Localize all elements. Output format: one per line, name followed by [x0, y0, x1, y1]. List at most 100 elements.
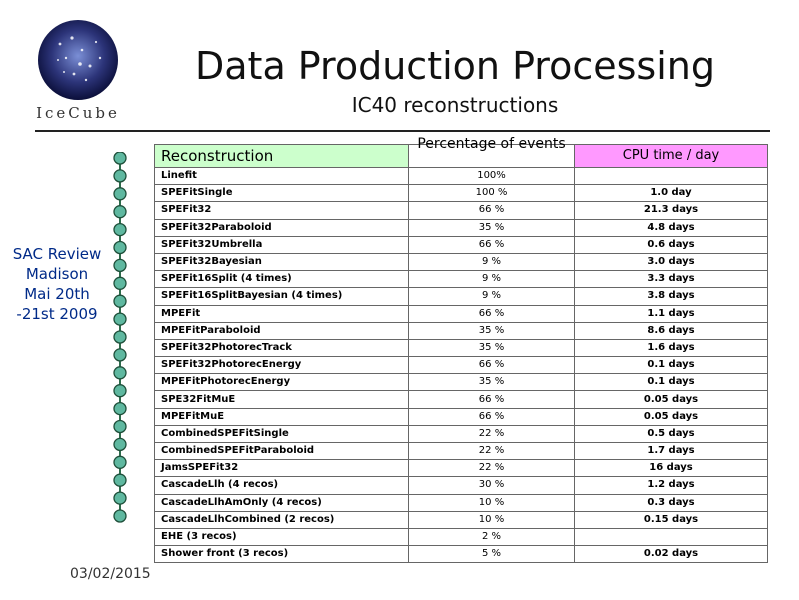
table-row: SPEFit16Split (4 times) 9 % 3.3 days [154, 270, 768, 289]
cpu-time-cell: 1.7 days [574, 441, 768, 461]
side-note-line: SAC Review [12, 245, 102, 263]
table-row: SPEFit32Umbrella 66 % 0.6 days [154, 235, 768, 254]
cpu-time-cell: 0.1 days [574, 356, 768, 375]
percentage-cell: 66 % [408, 304, 575, 323]
percentage-cell: 9 % [408, 270, 575, 289]
percentage-cell: 66 % [408, 356, 575, 375]
cpu-time-cell: 0.1 days [574, 373, 768, 392]
reconstruction-name-cell: MPEFit [154, 304, 409, 323]
percentage-cell: 2 % [408, 527, 575, 547]
percentage-cell: 66 % [408, 407, 575, 426]
percentage-cell: 10 % [408, 493, 575, 512]
percentage-cell: 35 % [408, 218, 575, 237]
table-row: SPEFit32PhotorecEnergy 66 % 0.1 days [154, 356, 768, 375]
cpu-time-cell: 8.6 days [574, 321, 768, 340]
reconstruction-name-cell: MPEFitMuE [154, 407, 409, 426]
page-subtitle: IC40 reconstructions [351, 93, 559, 117]
percentage-cell: 5 % [408, 545, 575, 564]
reconstruction-name-cell: JamsSPEFit32 [154, 459, 409, 478]
table-row: JamsSPEFit32 22 % 16 days [154, 459, 768, 478]
percentage-cell: 66 % [408, 390, 575, 409]
reconstruction-name-cell: MPEFitPhotorecEnergy [154, 373, 409, 392]
percentage-cell: 30 % [408, 476, 575, 495]
icecube-logo: IceCube [30, 14, 126, 124]
percentage-cell: 9 % [408, 252, 575, 272]
reconstruction-name-cell: SPEFitSingle [154, 184, 409, 203]
chain-bead [113, 509, 127, 523]
cpu-time-cell: 0.6 days [574, 235, 768, 254]
cpu-time-cell [574, 166, 768, 186]
table-row: MPEFitPhotorecEnergy 35 % 0.1 days [154, 373, 768, 392]
chain-bead [113, 348, 127, 362]
cpu-time-cell: 1.2 days [574, 476, 768, 495]
percentage-cell: 100% [408, 166, 575, 186]
chain-bead [113, 276, 127, 290]
chain-bead [113, 437, 127, 452]
reconstruction-name-cell: CascadeLlhCombined (2 recos) [154, 510, 409, 529]
cpu-time-cell: 1.6 days [574, 338, 768, 358]
percentage-cell: 35 % [408, 338, 575, 358]
reconstruction-name-cell: SPEFit32Bayesian [154, 252, 409, 272]
cpu-time-cell: 3.8 days [574, 287, 768, 306]
side-note-line: Madison [25, 265, 89, 283]
column-header-reconstruction: Reconstruction [154, 144, 409, 168]
table-row: SPEFit16SplitBayesian (4 times) 9 % 3.8 da… [154, 287, 768, 306]
percentage-cell: 100 % [408, 184, 575, 203]
table-row: Shower front (3 recos) 5 % 0.02 days [154, 545, 768, 564]
chain-bead [113, 187, 127, 201]
logo-text: IceCube [36, 104, 120, 122]
side-note-line: -21st 2009 [16, 305, 98, 323]
chain-bead [113, 366, 127, 380]
chain-bead [113, 455, 127, 469]
table-row: SPEFit32Paraboloid 35 % 4.8 days [154, 218, 768, 237]
chain-bead [113, 473, 127, 487]
cpu-time-cell: 16 days [574, 459, 768, 478]
reconstruction-name-cell: MPEFitParaboloid [154, 321, 409, 340]
table-row: SPEFitSingle 100 % 1.0 day [154, 184, 768, 203]
reconstruction-name-cell: SPEFit32Umbrella [154, 235, 409, 254]
chain-bead [113, 491, 127, 505]
chain-bead [113, 401, 127, 416]
table-row: MPEFitParaboloid 35 % 8.6 days [154, 321, 768, 340]
chain-bead [113, 205, 127, 219]
table-row: CombinedSPEFitParaboloid 22 % 1.7 days [154, 441, 768, 461]
table-header-row: Reconstruction Percentage of events CPU … [154, 137, 768, 168]
percentage-cell: 22 % [408, 459, 575, 478]
reconstruction-name-cell: CombinedSPEFitParaboloid [154, 441, 409, 461]
reconstruction-name-cell: SPEFit16Split (4 times) [154, 270, 409, 289]
chain-bead [113, 384, 127, 398]
chain-bead [113, 240, 127, 255]
chain-bead [113, 169, 127, 183]
reconstruction-name-cell: SPEFit32 [154, 201, 409, 220]
chain-bead [113, 258, 127, 273]
reconstruction-name-cell: CombinedSPEFitSingle [154, 424, 409, 444]
reconstruction-table: Reconstruction Percentage of events CPU … [154, 137, 768, 564]
cpu-time-cell: 1.1 days [574, 304, 768, 323]
cpu-time-cell: 0.05 days [574, 407, 768, 426]
percentage-cell: 22 % [408, 424, 575, 444]
column-header-percentage: Percentage of events [408, 137, 575, 168]
reconstruction-name-cell: SPE32FitMuE [154, 390, 409, 409]
percentage-cell: 22 % [408, 441, 575, 461]
percentage-cell: 35 % [408, 321, 575, 340]
cpu-time-cell: 4.8 days [574, 218, 768, 237]
reconstruction-name-cell: CascadeLlh (4 recos) [154, 476, 409, 495]
percentage-cell: 66 % [408, 235, 575, 254]
chain-bead [113, 419, 127, 434]
table-row: CombinedSPEFitSingle 22 % 0.5 days [154, 424, 768, 444]
cpu-time-cell: 0.5 days [574, 424, 768, 444]
page-title: Data Production Processing [195, 44, 715, 88]
table-row: EHE (3 recos) 2 % [154, 527, 768, 547]
side-note-line: Mai 20th [24, 285, 90, 303]
percentage-cell: 9 % [408, 287, 575, 306]
slide-date: 03/02/2015 [70, 566, 151, 582]
table-row: SPE32FitMuE 66 % 0.05 days [154, 390, 768, 409]
reconstruction-name-cell: SPEFit32PhotorecEnergy [154, 356, 409, 375]
table-row: SPEFit32 66 % 21.3 days [154, 201, 768, 220]
reconstruction-name-cell: Shower front (3 recos) [154, 545, 409, 564]
cpu-time-cell: 0.05 days [574, 390, 768, 409]
cpu-time-cell: 3.0 days [574, 252, 768, 272]
cpu-time-cell: 0.02 days [574, 545, 768, 564]
chain-bead [113, 222, 127, 237]
table-row: CascadeLlhAmOnly (4 recos) 10 % 0.3 days [154, 493, 768, 512]
